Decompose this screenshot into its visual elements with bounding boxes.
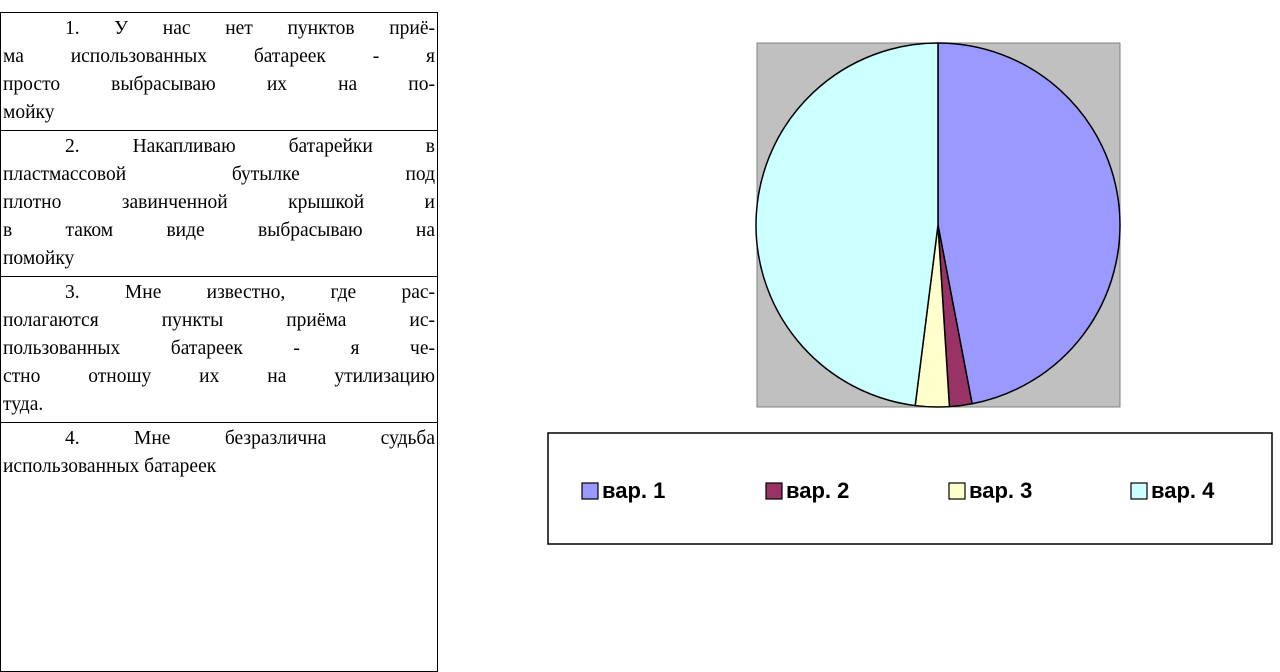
- cell-text: полагаются пункты приёма ис-: [3, 310, 435, 331]
- legend-swatch: [581, 482, 599, 500]
- table-cell: 2. Накапливаю батарейки в пластмассовой б…: [1, 131, 437, 277]
- cell-text: плотно завинченной крышкой и: [3, 192, 435, 213]
- pie-slice: [937, 42, 1121, 405]
- table-cell: 3. Мне известно, где рас-полагаются пунк…: [1, 277, 437, 423]
- cell-text: туда.: [3, 394, 44, 415]
- cell-text: 3. Мне известно, где рас-: [65, 282, 435, 303]
- legend-label: вар. 2: [786, 478, 849, 503]
- legend-label: вар. 4: [1151, 478, 1215, 503]
- cell-text: стно отношу их на утилизацию: [3, 366, 435, 387]
- cell-text: 4. Мне безразлична судьба: [65, 428, 435, 449]
- legend-swatch: [948, 482, 966, 500]
- legend-swatch: [765, 482, 783, 500]
- cell-text: пластмассовой бутылке под: [3, 164, 435, 185]
- table-cell: 1. У нас нет пунктов приё-ма использован…: [1, 13, 437, 131]
- legend-label: вар. 1: [602, 478, 665, 503]
- table: 1. У нас нет пунктов приё-ма использован…: [0, 12, 438, 672]
- cell-text: мойку: [3, 102, 55, 123]
- legend-swatch: [1130, 482, 1148, 500]
- cell-text: 2. Накапливаю батарейки в: [65, 136, 435, 157]
- cell-text: использованных батареек: [3, 456, 217, 477]
- cell-text: ма использованных батареек - я: [3, 46, 435, 67]
- legend-label: вар. 3: [969, 478, 1032, 503]
- pie-slice: [755, 42, 939, 407]
- cell-text: помойку: [3, 248, 75, 269]
- cell-text: 1. У нас нет пунктов приё-: [65, 18, 435, 39]
- cell-text: просто выбрасываю их на по-: [3, 74, 435, 95]
- legend-box: [547, 432, 1273, 545]
- cell-text: в таком виде выбрасываю на: [3, 220, 435, 241]
- table-cell: 4. Мне безразлична судьба использованных …: [1, 423, 437, 671]
- cell-text: пользованных батареек - я че-: [3, 338, 435, 359]
